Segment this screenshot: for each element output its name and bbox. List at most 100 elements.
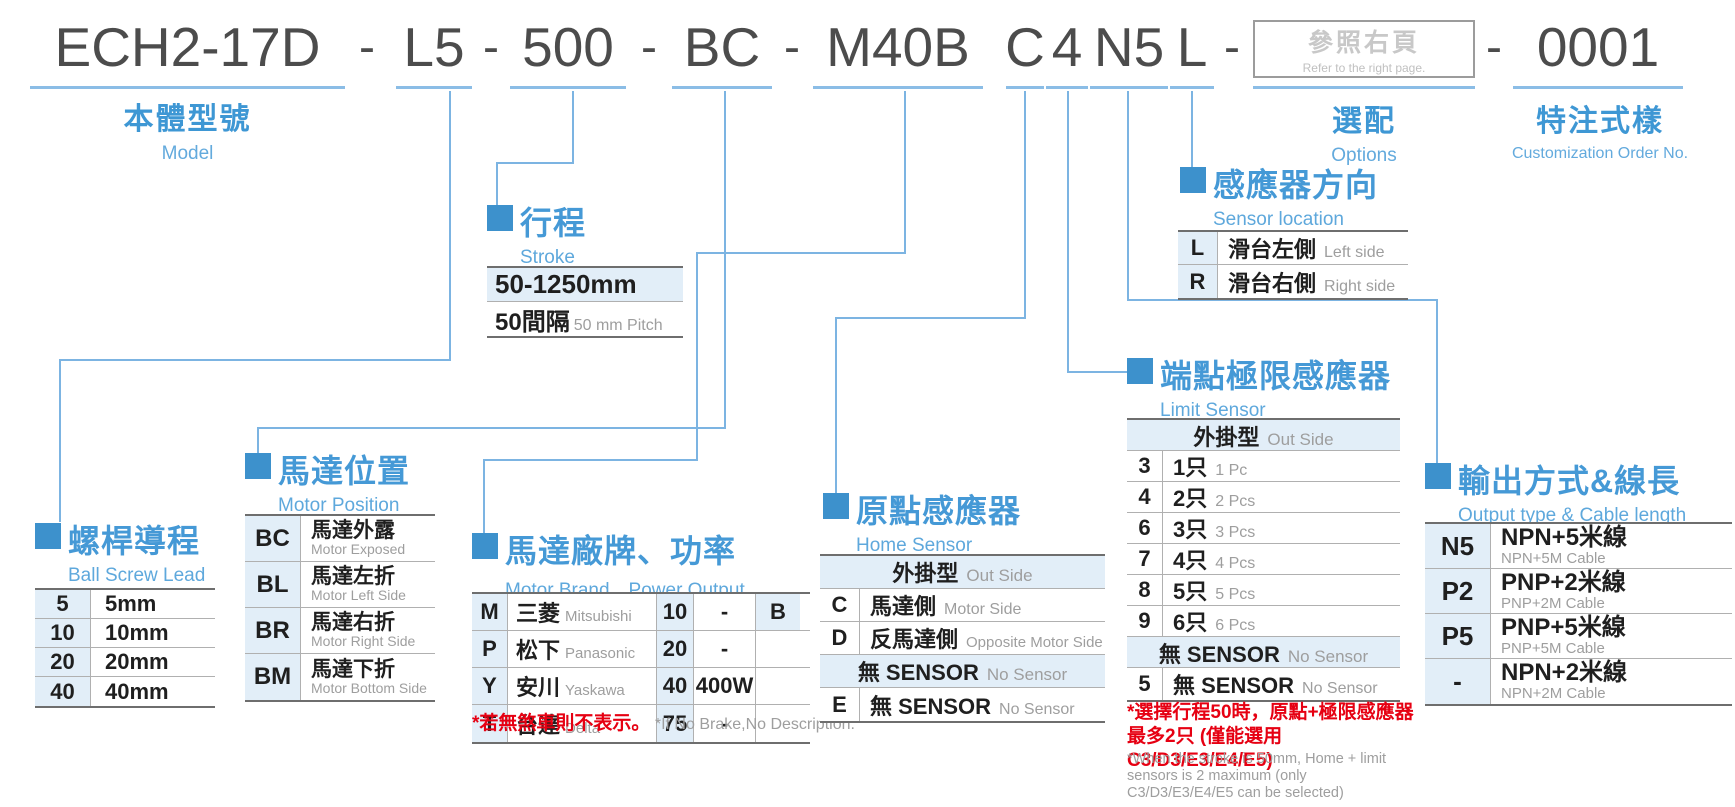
power-code: 20 [656,631,694,667]
model-segment-lead: L5 [396,8,472,89]
customization-label-zh: 特注式樣 [1536,105,1664,138]
option-zh: 滑台左側 [1228,237,1317,262]
table-row: 6 3只 3 Pcs [1127,513,1400,544]
power-code: 10 [656,594,694,630]
section-marker-icon [35,523,61,549]
options-label: 選配 Options [1253,96,1475,167]
option-code: BL [245,562,301,607]
option-zh: 5只 [1173,579,1208,604]
option-zh: 滑台右側 [1228,270,1317,296]
option-zh: 4只 [1173,548,1208,573]
table-row: 20 20mm [35,648,215,677]
option-code: 5 [35,590,91,618]
option-en: No Sensor [999,700,1075,718]
connector-limit-sensor [1067,91,1128,373]
group-zh: 無 SENSOR [1158,642,1280,667]
sensor-direction-table: L 滑台左側 Left side R 滑台右側 Right side [1178,230,1408,300]
table-row: Y 安川 Yaskawa 40 400W [472,668,810,705]
brand-en: Panasonic [565,645,636,662]
limit-sensor-note-en: *When the stroke is 50mm, Home + limit s… [1127,751,1387,802]
option-value: 40mm [105,678,169,704]
table-group-header: 無 SENSOR No Sensor [1127,637,1400,668]
table-row: - NPN+2米線 NPN+2M Cable [1425,659,1732,704]
power-value: - [694,594,756,630]
section-title-zh: 馬達位置 [278,453,411,489]
table-group-header: 外掛型 Out Side [1127,420,1400,451]
brand-zh: 台達 [516,712,561,738]
options-label-zh: 選配 [1332,105,1396,138]
model-segment-direction: L [1170,8,1214,89]
connector-stroke [496,91,574,207]
group-en: No Sensor [1287,647,1369,666]
model-dash: - [359,20,375,74]
option-code: BC [245,516,301,561]
section-motor-brand: 馬達廠牌、功率 Motor Brand、Power Output [472,526,745,602]
options-box-label-en: Refer to the right page. [1302,61,1426,75]
option-en: 5 Pcs [1215,586,1256,603]
table-row: T 台達 Delta 75 - [472,705,810,742]
option-code: P2 [1425,569,1491,613]
option-en: PNP+5M Cable [1501,639,1605,657]
customization-label-en: Customization Order No. [1511,145,1689,162]
table-row: 5 5mm [35,590,215,619]
table-row: 50間隔 50 mm Pitch [487,302,683,336]
section-title-en: Ball Screw Lead [68,565,206,586]
option-en: 1 Pc [1215,462,1248,479]
option-code: BR [245,608,301,653]
customization-label: 特注式樣 Customization Order No. [1440,96,1735,163]
table-row: P5 PNP+5米線 PNP+5M Cable [1425,614,1732,659]
model-segment-home: C [1005,8,1045,89]
power-value: - [694,631,756,667]
option-en: 2 Pcs [1215,493,1256,510]
option-code: 3 [1127,451,1163,481]
table-row: BM 馬達下折 Motor Bottom Side [245,654,435,700]
power-code: 40 [656,668,694,704]
option-code: 6 [1127,513,1163,543]
option-en: NPN+2M Cable [1501,685,1606,703]
connector-output [1127,91,1438,464]
table-row: M 三菱 Mitsubishi 10 - B [472,594,810,631]
section-title-zh: 馬達廠牌、功率 [505,533,737,569]
option-en: No Sensor [1302,680,1378,697]
option-code: R [1178,265,1218,298]
option-zh: PNP+5米線 [1501,613,1626,641]
brake-code: B [756,594,800,630]
table-row: E 無 SENSOR No Sensor [820,688,1105,721]
table-row: 40 40mm [35,677,215,706]
option-code: 8 [1127,575,1163,605]
option-code: P [472,631,508,667]
table-row: 8 5只 5 Pcs [1127,575,1400,606]
option-en: Motor Bottom Side [311,679,427,696]
section-title-zh: 原點感應器 [856,493,1022,529]
option-zh: PNP+2米線 [1501,568,1626,596]
limit-sensor-table: 外掛型 Out Side 3 1只 1 Pc 4 2只 2 Pcs 6 3只 3 Pcs… [1127,418,1400,702]
section-title-en: Sensor location [1213,209,1344,230]
table-group-header: 無 SENSOR No Sensor [820,655,1105,688]
table-group-header: 外掛型 Out Side [820,556,1105,589]
table-row: R 滑台右側 Right side [1178,265,1408,298]
connector-home-sensor [835,91,1026,494]
section-marker-icon [245,453,271,479]
option-code: 10 [35,619,91,647]
section-title-en: Limit Sensor [1160,400,1266,421]
table-row: P2 PNP+2米線 PNP+2M Cable [1425,569,1732,614]
model-dash: - [641,20,657,74]
option-zh: NPN+2米線 [1501,659,1628,687]
option-zh: 無 SENSOR [870,693,992,719]
option-zh: 3只 [1173,517,1208,542]
option-zh: NPN+5米線 [1501,523,1628,551]
option-value: 20mm [105,649,169,674]
option-zh: 馬達左折 [311,565,395,589]
table-row: 7 4只 4 Pcs [1127,544,1400,575]
connector-motor-position [257,91,726,454]
option-code: L [1178,232,1218,264]
section-marker-icon [1425,463,1451,489]
option-code: C [820,589,860,621]
option-code: N5 [1425,524,1491,568]
option-en: Motor Left Side [311,587,406,604]
section-marker-icon [1127,358,1153,384]
section-limit-sensor: 端點極限感應器 Limit Sensor [1127,351,1391,422]
option-code: D [820,622,860,654]
section-output: 輸出方式&線長 Output type & Cable length [1425,456,1686,527]
